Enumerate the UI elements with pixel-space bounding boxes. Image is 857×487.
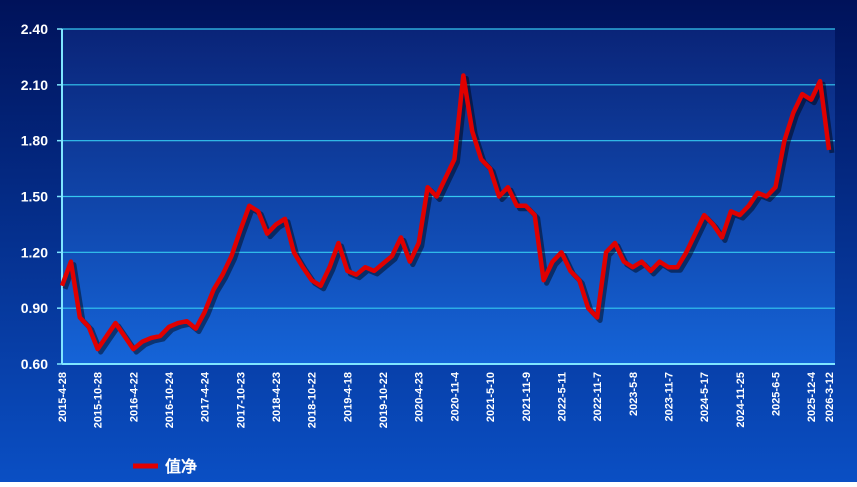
y-tick-label: 0.90: [21, 300, 48, 316]
y-tick-label: 1.50: [21, 189, 48, 205]
x-tick-label: 2015-4-28: [57, 372, 69, 422]
x-tick-label: 2023-11-7: [663, 372, 675, 422]
y-tick-label: 2.10: [21, 77, 48, 93]
x-tick-label: 2020-11-4: [449, 371, 461, 421]
x-tick-label: 2018-4-23: [271, 372, 283, 422]
y-tick-label: 1.80: [21, 133, 48, 149]
x-tick-label: 2021-5-10: [485, 372, 497, 422]
x-tick-label: 2026-3-12: [824, 372, 836, 422]
x-tick-label: 2017-4-24: [200, 371, 212, 422]
y-tick-label: 2.40: [21, 21, 48, 37]
x-tick-label: 2022-5-11: [556, 372, 568, 422]
y-tick-label: 0.60: [21, 356, 48, 372]
x-tick-label: 2016-10-24: [164, 371, 176, 428]
x-tick-label: 2017-10-23: [235, 372, 247, 428]
x-tick-label: 2024-11-25: [735, 372, 747, 428]
x-tick-label: 2020-4-23: [414, 372, 426, 422]
x-tick-label: 2022-11-7: [592, 372, 604, 422]
x-tick-label: 2015-10-28: [93, 372, 105, 428]
x-tick-label: 2018-10-22: [307, 372, 319, 428]
y-tick-label: 1.20: [21, 244, 48, 260]
x-tick-label: 2016-4-22: [128, 372, 140, 422]
x-tick-label: 2019-4-18: [342, 372, 354, 422]
series-line: [59, 73, 832, 352]
legend-label: 值净: [165, 457, 197, 476]
x-tick-label: 2025-6-5: [770, 372, 782, 416]
x-tick-label: 2024-5-17: [699, 372, 711, 422]
x-tick-label: 2021-11-9: [521, 372, 533, 422]
x-tick-label: 2025-12-4: [806, 371, 818, 422]
x-tick-label: 2023-5-8: [628, 372, 640, 416]
x-tick-label: 2019-10-22: [378, 372, 390, 428]
